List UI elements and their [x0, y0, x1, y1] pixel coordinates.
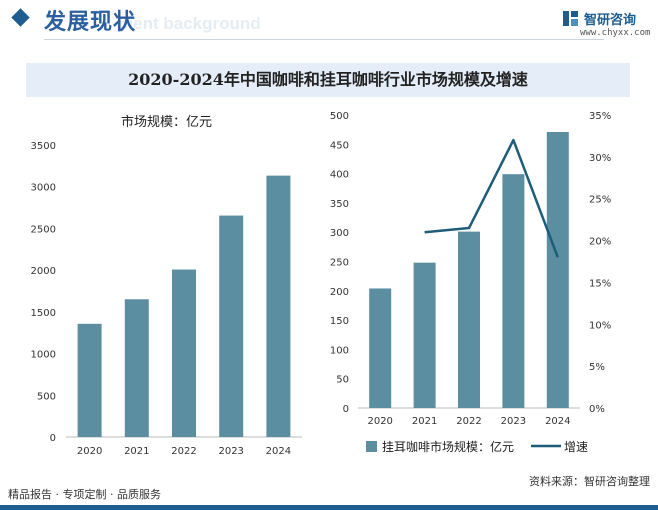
right-y-right-tick-label: 0% — [589, 404, 605, 415]
header: ment background 发展现状 智研咨询 www.chyxx.com — [0, 0, 658, 44]
legend-line-label: 增速 — [564, 440, 588, 454]
left-x-tick-label: 2020 — [77, 446, 102, 457]
chart-title-band: 2020-2024年中国咖啡和挂耳咖啡行业市场规模及增速 — [26, 63, 630, 97]
right-x-tick-label: 2020 — [367, 416, 392, 427]
brand-name: 智研咨询 — [584, 13, 637, 28]
right-y-left-tick-label: 100 — [330, 345, 349, 356]
legend-bar-label: 挂耳咖啡市场规模：亿元 — [382, 439, 514, 454]
left-bar-2022 — [172, 269, 196, 437]
right-y-left-tick-label: 500 — [330, 111, 349, 122]
left-x-tick-label: 2024 — [266, 446, 291, 457]
right-y-right-tick-label: 25% — [589, 195, 611, 206]
right-bar-2021 — [413, 262, 436, 408]
footer-bar — [0, 505, 658, 510]
brand-logo-icon — [563, 11, 578, 26]
left-chart: 市场规模：亿元 0 500 1000 1500 2000 2500 3000 3500 2020 2… — [31, 114, 302, 457]
left-y-tick-label: 3000 — [31, 183, 56, 194]
right-x-tick-label: 2022 — [456, 416, 481, 427]
right-y-left-tick-label: 150 — [330, 316, 349, 327]
source-note: 资料来源：智研咨询整理 — [529, 475, 650, 488]
right-bar-2023 — [502, 174, 525, 408]
left-bar-2024 — [266, 175, 291, 437]
left-y-tick-label: 3500 — [31, 141, 56, 152]
right-bar-2024 — [546, 131, 569, 408]
left-y-tick-label: 1500 — [31, 308, 56, 319]
left-y-tick-label: 1000 — [31, 350, 56, 361]
right-bar-2022 — [458, 231, 480, 408]
brand-url: www.chyxx.com — [580, 28, 651, 38]
right-y-right-tick-label: 20% — [589, 237, 611, 248]
left-y-tick-label: 0 — [50, 433, 56, 444]
left-x-tick-label: 2022 — [171, 446, 196, 457]
left-y-tick-label: 2000 — [31, 266, 56, 277]
right-x-tick-label: 2024 — [545, 416, 570, 427]
left-x-tick-label: 2023 — [218, 446, 243, 457]
right-x-tick-label: 2021 — [412, 416, 437, 427]
right-y-left-tick-label: 300 — [330, 228, 349, 239]
growth-rate-line — [424, 138, 559, 258]
ghost-title: ment background — [118, 14, 261, 33]
left-y-axis-label: 市场规模：亿元 — [121, 114, 212, 130]
right-y-left-tick-label: 350 — [330, 199, 349, 210]
right-y-right-tick-label: 35% — [589, 111, 611, 122]
right-y-left-tick-label: 450 — [330, 140, 349, 151]
right-y-left-tick-label: 0 — [343, 404, 349, 415]
left-bar-2023 — [219, 215, 244, 437]
chart-title: 2020-2024年中国咖啡和挂耳咖啡行业市场规模及增速 — [128, 70, 528, 89]
right-y-left-tick-label: 200 — [330, 287, 349, 298]
left-bar-2020 — [77, 323, 102, 437]
right-y-right-tick-label: 15% — [589, 278, 611, 289]
left-y-tick-label: 500 — [37, 391, 56, 402]
right-chart: 0 50 100 150 200 250 300 350 400 450 500 0% 5% 10% 15%… — [330, 111, 611, 454]
header-divider — [44, 39, 604, 40]
right-x-tick-label: 2023 — [501, 416, 526, 427]
right-y-left-tick-label: 400 — [330, 170, 349, 181]
left-bar-2021 — [124, 299, 149, 437]
right-y-right-tick-label: 30% — [589, 153, 611, 164]
right-y-left-tick-label: 50 — [336, 375, 349, 386]
right-y-right-tick-label: 10% — [589, 320, 611, 331]
footer-slogan: 精品报告 · 专项定制 · 品质服务 — [8, 488, 161, 501]
section-title: 发展现状 — [44, 10, 137, 35]
left-y-tick-label: 2500 — [31, 224, 56, 235]
right-y-right-tick-label: 5% — [589, 362, 605, 373]
right-bar-2020 — [369, 288, 392, 408]
left-x-tick-label: 2021 — [124, 446, 149, 457]
legend-bar-swatch — [366, 441, 377, 452]
right-y-left-tick-label: 250 — [330, 258, 349, 269]
